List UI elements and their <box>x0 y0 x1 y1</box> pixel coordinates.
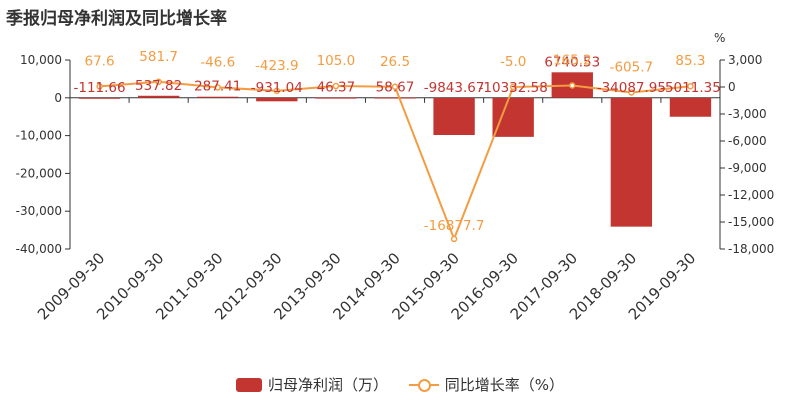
growth-rate-point <box>569 82 576 89</box>
growth-rate-data-label: -16877.7 <box>424 218 485 234</box>
growth-rate-data-label: -423.9 <box>255 58 299 74</box>
profit-bar <box>433 97 475 136</box>
growth-rate-data-label: 85.3 <box>675 53 705 69</box>
right-y-tick-label: -18,000 <box>728 242 774 256</box>
profit-bar <box>669 97 712 117</box>
profit-bar <box>137 95 180 98</box>
profit-data-label: 537.82 <box>135 78 182 94</box>
left-y-tick-label: -10,000 <box>16 129 62 143</box>
growth-rate-data-label: 165.2 <box>553 53 592 69</box>
legend: 归母净利润（万） 同比增长率（%） <box>0 374 800 396</box>
profit-data-label: 6740.53 <box>544 54 600 70</box>
legend-label-growth-rate: 同比增长率（%） <box>444 376 565 394</box>
left-y-tick-label: 0 <box>54 91 62 105</box>
profit-data-label: -34087.95 <box>597 80 666 96</box>
profit-data-label: -5011.35 <box>660 80 721 96</box>
profit-bar <box>492 97 534 137</box>
right-y-unit: % <box>714 31 725 45</box>
profit-data-label: -10332.58 <box>479 80 548 96</box>
chart-title: 季报归母净利润及同比增长率 <box>6 9 227 29</box>
profit-data-label: -111.66 <box>73 80 125 96</box>
growth-rate-data-label: 581.7 <box>139 49 178 65</box>
profit-bar <box>315 97 357 99</box>
growth-rate-data-label: 26.5 <box>380 54 410 70</box>
right-y-tick-label: 3,000 <box>728 53 762 67</box>
growth-rate-point <box>628 89 635 96</box>
right-y-tick-label: -6,000 <box>728 134 767 148</box>
growth-rate-line <box>99 80 691 242</box>
left-y-tick-label: 10,000 <box>20 53 62 67</box>
profit-data-label: -9843.67 <box>424 80 485 96</box>
left-y-tick-label: -40,000 <box>16 242 62 256</box>
right-y-tick-label: -3,000 <box>728 107 767 121</box>
growth-rate-data-label: 105.0 <box>317 53 356 69</box>
growth-rate-data-label: -46.6 <box>200 54 235 70</box>
legend-line-swatch <box>408 378 439 392</box>
growth-rate-point <box>96 83 103 90</box>
growth-rate-point <box>509 83 517 91</box>
growth-rate-point <box>273 87 281 95</box>
left-y-tick-label: -30,000 <box>16 204 62 218</box>
left-y-tick-label: -20,000 <box>16 166 62 180</box>
profit-bar <box>374 97 416 99</box>
right-y-tick-label: -15,000 <box>728 215 774 229</box>
profit-bar <box>78 97 121 99</box>
profit-bar <box>610 97 653 227</box>
profit-bar <box>197 96 239 98</box>
legend-item-net-profit[interactable]: 归母净利润（万） <box>235 374 388 395</box>
growth-rate-point <box>214 84 221 91</box>
growth-rate-point <box>332 82 340 90</box>
right-y-tick-label: -12,000 <box>728 188 774 202</box>
profit-data-label: 58.67 <box>376 80 415 96</box>
growth-rate-data-label: -5.0 <box>500 54 526 70</box>
profit-data-label: 46.37 <box>317 80 356 96</box>
growth-rate-point <box>450 235 458 243</box>
legend-label-net-profit: 归母净利润（万） <box>267 376 388 394</box>
profit-bar <box>256 97 298 102</box>
growth-rate-data-label: -605.7 <box>610 59 654 75</box>
right-y-tick-label: 0 <box>728 80 736 94</box>
growth-rate-data-label: 67.6 <box>85 53 115 69</box>
growth-rate-point <box>155 78 162 86</box>
profit-data-label: 287.41 <box>194 79 241 95</box>
growth-rate-point <box>687 82 694 90</box>
right-y-tick-label: -9,000 <box>728 161 767 175</box>
legend-bar-swatch <box>235 377 262 392</box>
profit-data-label: -931.04 <box>251 80 303 96</box>
growth-rate-point <box>391 83 399 91</box>
legend-item-growth-rate[interactable]: 同比增长率（%） <box>408 374 565 395</box>
